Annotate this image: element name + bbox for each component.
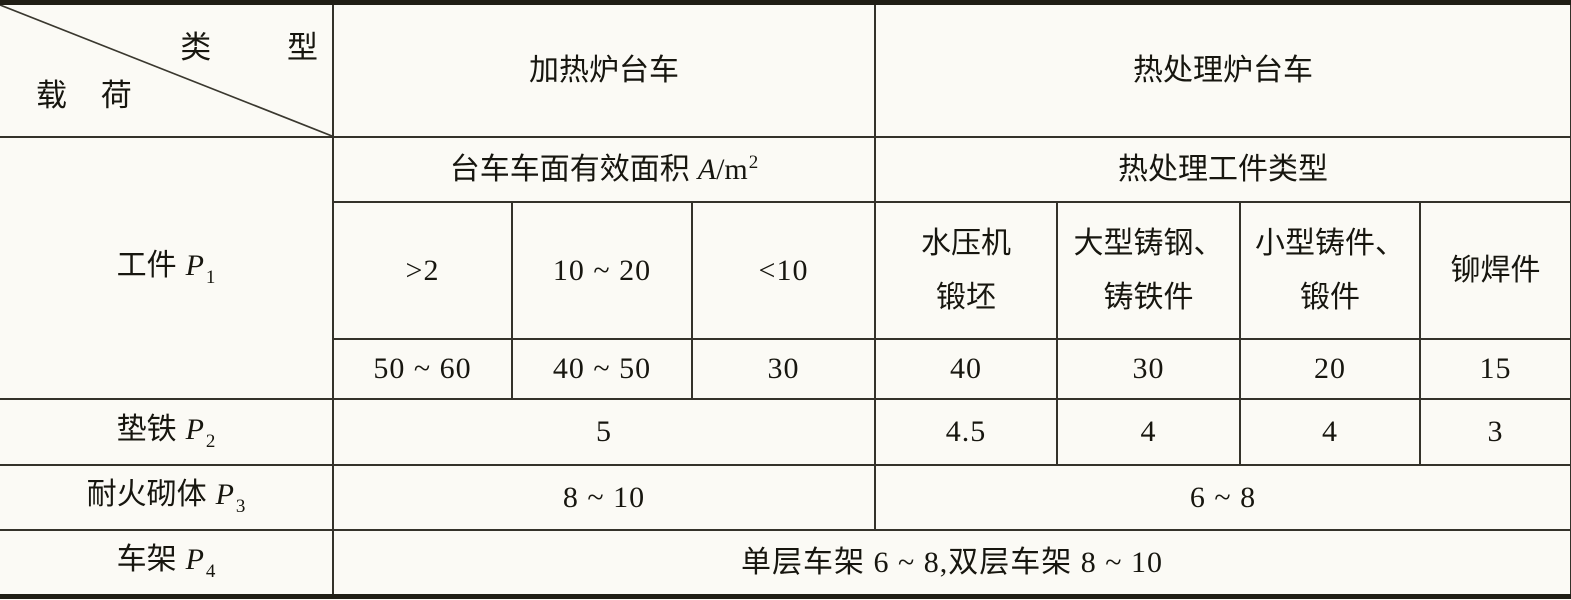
value-p2-heating-merged: 5 [331,398,877,466]
col-header-riveted-welded: 铆焊件 [1419,201,1571,340]
p3-subscript: 3 [235,496,246,518]
col-header-area-lt10: <10 [690,201,877,340]
value-p2-ht-0: 4.5 [874,398,1059,466]
p1-variable: P [185,248,205,282]
value-p1-heating-1: 40 ~ 50 [511,338,693,400]
row-header-pad-iron-p2: 垫铁 P2 [0,398,334,466]
col-header-small-castings-forgings: 小型铸件、 锻件 [1239,201,1422,340]
diagonal-line [0,5,332,136]
header-heat-treatment-furnace-bogie: 热处理炉台车 [874,1,1571,138]
p4-subscript: 4 [205,560,216,582]
p2-subscript: 2 [205,430,216,452]
p1-label: 工件 [116,248,177,282]
value-p1-ht-0: 40 [874,338,1059,400]
value-p2-ht-1: 4 [1056,398,1242,466]
value-p1-heating-2: 30 [690,338,877,400]
corner-load-label: 载 荷 [36,78,132,114]
value-p4-merged: 单层车架 6 ~ 8,双层车架 8 ~ 10 [331,529,1571,597]
value-p2-ht-3: 3 [1419,398,1571,466]
p4-variable: P [185,542,205,576]
row-header-refractory-masonry-p3: 耐火砌体 P3 [0,464,334,531]
col-header-area-10-20: 10 ~ 20 [511,201,693,340]
p2-label: 垫铁 [116,412,177,446]
area-unit: /m [716,152,748,186]
col-header-area-gt2: >2 [332,201,513,340]
p2-variable: P [185,412,205,446]
value-p1-ht-3: 15 [1419,338,1571,400]
row-header-frame-p4: 车架 P4 [0,529,334,597]
p4-label: 车架 [116,542,177,576]
header-heating-furnace-bogie: 加热炉台车 [331,1,877,138]
subheader-workpiece-type: 热处理工件类型 [874,136,1571,203]
area-superscript: 2 [748,151,759,173]
p1-subscript: 1 [205,266,216,288]
corner-type-label: 类 型 [180,30,318,65]
corner-diagonal-cell: 类 型 载 荷 [0,1,334,138]
value-p1-heating-0: 50 ~ 60 [332,338,513,400]
area-text: 台车车面有效面积 [449,152,690,186]
p3-variable: P [215,478,235,512]
col-header-large-cast-steel-iron: 大型铸钢、 铸铁件 [1056,201,1242,340]
p3-label: 耐火砌体 [86,478,207,512]
value-p2-ht-2: 4 [1239,398,1422,466]
subheader-effective-area: 台车车面有效面积 A/m2 [331,136,877,203]
area-variable: A [697,152,717,186]
value-p3-heating-merged: 8 ~ 10 [331,464,877,531]
col-header-hydraulic-press-forging: 水压机 锻坯 [874,201,1059,340]
row-header-workpiece-p1: 工件 P1 [0,136,334,400]
value-p1-ht-1: 30 [1056,338,1242,400]
value-p1-ht-2: 20 [1239,338,1422,400]
value-p3-ht-merged: 6 ~ 8 [874,464,1571,531]
